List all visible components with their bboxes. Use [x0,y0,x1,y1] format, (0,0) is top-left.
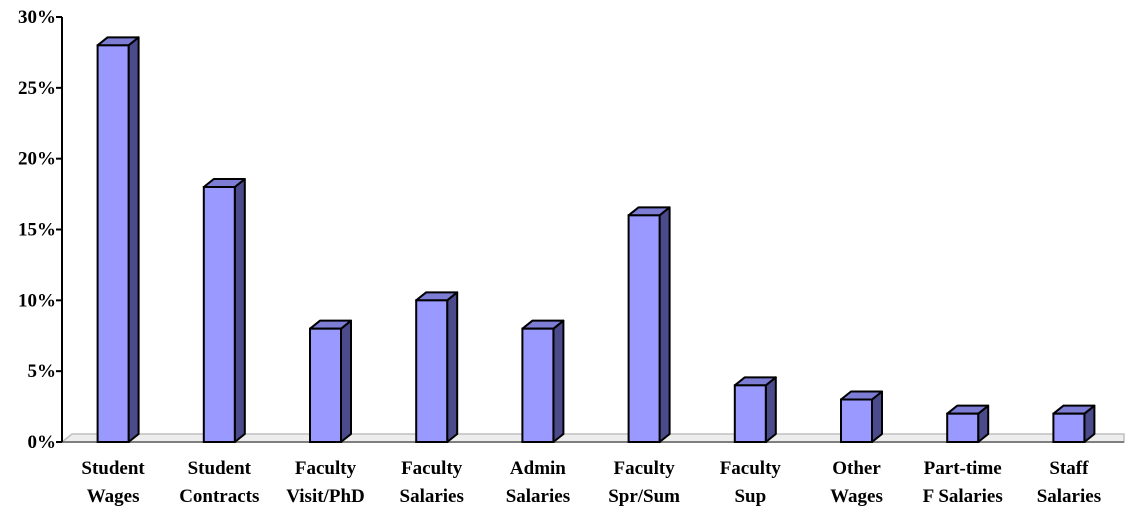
y-tick-label: 5% [28,361,57,382]
x-tick-label: Student Contracts [179,458,259,507]
bar [627,206,671,443]
y-tick-label: 25% [18,78,56,99]
y-axis: 0% 5% 10% 15% 20% 25% 30% [18,7,63,453]
x-tick-label: Faculty Salaries [400,458,464,507]
x-tick-label: Other Wages [830,458,883,507]
x-tick-label: Part-time F Salaries [923,458,1003,507]
x-tick-label-line: Spr/Sum [608,486,680,507]
bar [415,291,459,444]
x-tick-label: Staff Salaries [1037,458,1101,507]
bar-front-face [627,214,661,443]
y-tick-label: 0% [28,432,57,453]
x-tick-label-line: Faculty [720,458,782,479]
bar-front-face [202,186,236,443]
bar-side-face [233,178,246,443]
bar-front-face [946,412,980,443]
y-tick-label: 20% [18,149,56,170]
bar-front-face [1052,412,1086,443]
x-tick-label: Admin Salaries [506,458,570,507]
bar [840,390,883,443]
bar-side-face [552,319,565,443]
bars [96,36,1096,444]
x-tick-label-line: Wages [87,486,140,507]
x-tick-label: Faculty Visit/PhD [286,458,364,507]
bar [1052,404,1096,443]
y-tick-label: 15% [18,220,56,241]
x-tick-label: Faculty Spr/Sum [608,458,680,507]
bar-side-face [340,319,352,443]
x-tick-label-line: Student [81,458,145,479]
x-tick-label-line: Faculty [613,458,675,479]
bar-side-face [127,36,140,443]
bar [202,178,246,443]
bar [309,319,352,443]
bar-front-face [415,299,449,444]
y-tick-label: 10% [18,290,56,311]
bar-front-face [733,384,767,444]
bar [733,376,777,444]
bar [521,319,565,443]
x-tick-label-line: Salaries [1037,486,1101,507]
x-axis-labels: Student Wages Student Contracts Faculty Visit… [81,458,1101,507]
y-tick-label: 30% [18,7,56,28]
x-tick-label-line: Student [188,458,252,479]
x-tick-label: Student Wages [81,458,145,507]
bar [946,404,990,443]
bar-side-face [764,376,777,443]
x-tick-label: Faculty Sup [720,458,782,507]
x-tick-label-line: Salaries [400,486,464,507]
bar [96,36,140,443]
x-tick-label-line: Sup [734,486,766,507]
x-tick-label-line: Other [832,458,881,479]
x-tick-label-line: F Salaries [923,486,1003,507]
bar-front-face [309,327,342,443]
x-tick-label-line: Visit/PhD [286,486,364,507]
x-tick-label-line: Admin [510,458,566,479]
bar-front-face [840,398,873,443]
x-tick-label-line: Staff [1049,458,1089,479]
bar-side-face [446,291,459,443]
bar-front-face [96,44,130,443]
x-tick-label-line: Wages [830,486,883,507]
x-tick-label-line: Part-time [924,458,1002,479]
bar-side-face [658,206,671,443]
x-tick-label-line: Faculty [295,458,357,479]
x-tick-label-line: Faculty [401,458,463,479]
x-tick-label-line: Contracts [179,486,259,507]
x-tick-label-line: Salaries [506,486,570,507]
bar-front-face [521,327,555,443]
